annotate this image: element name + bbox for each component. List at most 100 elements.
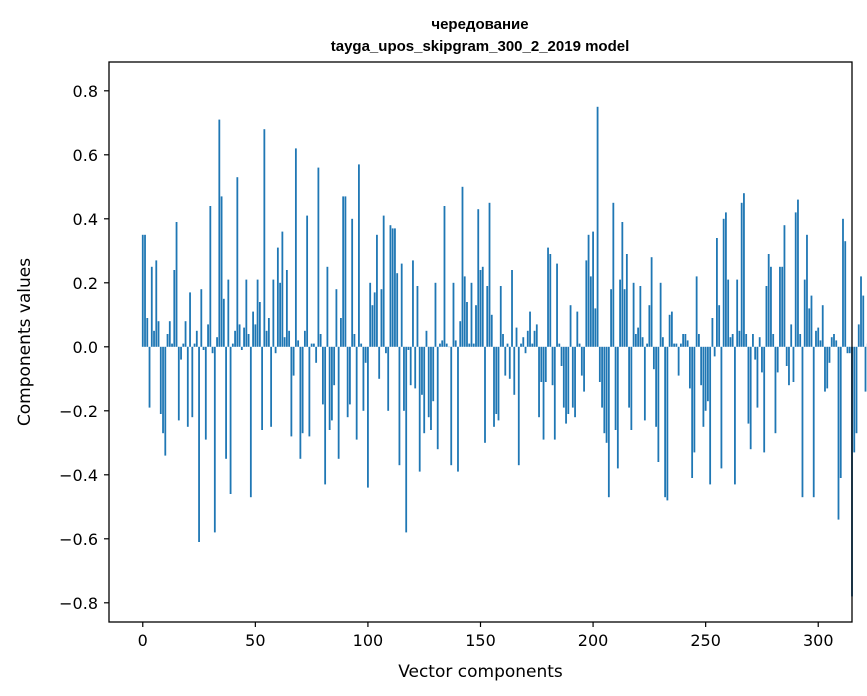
bar-150 (479, 270, 482, 347)
bar-264 (736, 279, 739, 347)
bar-88 (340, 318, 342, 347)
bar-117 (405, 346, 408, 533)
bar-158 (497, 346, 500, 421)
bar-163 (508, 346, 511, 379)
bar-95 (355, 346, 358, 440)
bar-85 (333, 346, 336, 386)
bar-19 (184, 321, 187, 347)
bar-107 (382, 215, 385, 347)
bar-167 (517, 346, 520, 466)
bar-257 (720, 346, 723, 469)
x-tick-label: 300 (803, 631, 834, 650)
bar-36 (222, 298, 225, 347)
bar-68 (294, 148, 297, 347)
bar-262 (731, 334, 734, 347)
bar-93 (351, 218, 354, 347)
bar-224 (646, 343, 649, 347)
bar-305 (828, 346, 831, 363)
bar-269 (747, 346, 750, 424)
bar-65 (288, 330, 291, 347)
bar-172 (529, 311, 531, 347)
bar-208 (610, 289, 612, 347)
bar-33 (216, 337, 218, 347)
bar-142 (461, 186, 464, 347)
chart-title: чередование (431, 16, 528, 33)
bar-289 (792, 346, 795, 382)
bar-154 (488, 202, 491, 347)
bar-28 (204, 346, 207, 440)
bar-127 (427, 346, 430, 418)
bar-247 (698, 334, 700, 347)
bar-79 (319, 334, 322, 347)
bar-148 (475, 305, 477, 347)
bar-253 (711, 318, 714, 347)
bar-116 (403, 346, 405, 411)
bar-114 (398, 346, 401, 466)
bar-12 (168, 321, 171, 347)
bar-207 (607, 346, 610, 498)
bar-145 (468, 343, 471, 347)
bar-246 (695, 276, 698, 347)
plot-frame (108, 61, 853, 623)
bar-170 (524, 346, 527, 354)
bar-241 (684, 334, 687, 347)
bar-89 (342, 196, 345, 347)
bar-300 (817, 327, 820, 347)
bar-237 (675, 343, 678, 347)
bar-213 (621, 222, 624, 347)
bar-283 (779, 266, 781, 347)
bar-108 (385, 346, 387, 354)
bar-92 (349, 346, 351, 405)
y-tick-label: 0.4 (73, 210, 98, 229)
bar-23 (193, 343, 196, 347)
bar-200 (592, 231, 594, 347)
bar-301 (819, 340, 822, 347)
bar-290 (794, 212, 797, 347)
bar-111 (391, 228, 394, 347)
bar-191 (571, 346, 574, 408)
bar-292 (799, 334, 802, 347)
y-tick-label: −0.4 (59, 466, 98, 485)
bar-318 (857, 324, 860, 347)
bar-37 (225, 346, 227, 459)
bar-138 (452, 282, 455, 347)
x-tick-label: 250 (690, 631, 721, 650)
bar-312 (844, 241, 847, 347)
bar-285 (783, 225, 786, 347)
bar-17 (180, 346, 182, 360)
bar-141 (459, 321, 462, 347)
bar-94 (353, 334, 356, 347)
bar-126 (425, 330, 428, 347)
bar-18 (182, 343, 185, 347)
bar-248 (700, 346, 703, 386)
bar-35 (220, 196, 223, 347)
bar-56 (267, 318, 270, 347)
bar-219 (634, 334, 637, 347)
bar-90 (344, 196, 347, 347)
bar-182 (551, 346, 554, 386)
bar-51 (256, 279, 259, 347)
bar-157 (495, 346, 498, 414)
bar-54 (263, 129, 266, 347)
bar-287 (788, 346, 790, 386)
bar-72 (303, 330, 306, 347)
bar-49 (252, 311, 254, 347)
bar-180 (547, 247, 549, 347)
bar-30 (209, 206, 212, 347)
bar-221 (639, 286, 642, 347)
bar-147 (472, 343, 475, 347)
bar-306 (830, 337, 833, 347)
bar-230 (659, 282, 662, 347)
bar-218 (632, 282, 635, 347)
bar-319 (860, 276, 862, 347)
bar-55 (265, 330, 268, 347)
bar-243 (688, 346, 691, 389)
y-tick-label: 0.8 (73, 82, 98, 101)
bar-45 (243, 327, 245, 347)
bar-1 (144, 234, 146, 347)
bar-174 (533, 330, 536, 347)
y-tick-label: −0.8 (59, 594, 98, 613)
bar-63 (283, 337, 286, 347)
bar-46 (245, 279, 248, 347)
